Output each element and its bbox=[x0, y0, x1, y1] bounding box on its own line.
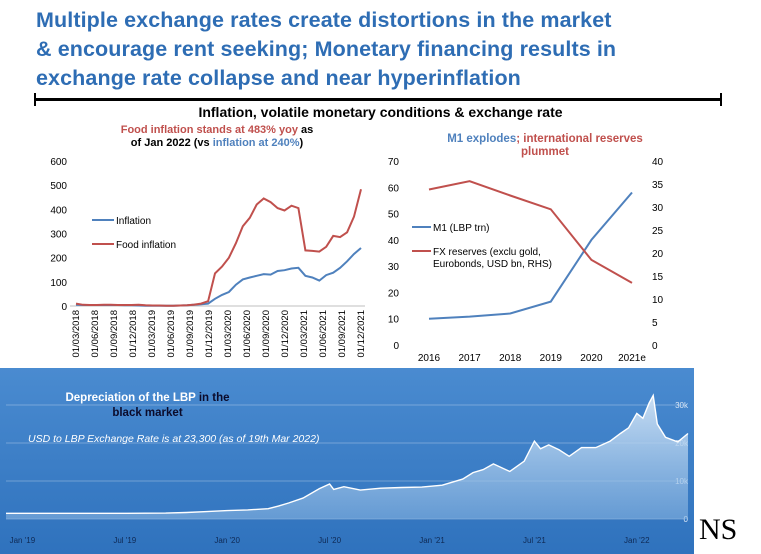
annotation-m1-text: M1 explodes bbox=[447, 133, 517, 145]
x-tick-label: 01/12/2018 bbox=[128, 310, 139, 358]
x-tick-label: 2021e bbox=[618, 353, 646, 364]
x-tick-label: Jan '22 bbox=[624, 536, 650, 545]
annotation-date-text: of Jan 2022 (vs bbox=[130, 137, 213, 149]
x-tick-label: 01/03/2019 bbox=[147, 310, 158, 358]
left-y-tick-label: 40 bbox=[388, 236, 400, 247]
x-tick-label: 01/06/2019 bbox=[166, 310, 177, 358]
m1-annotation: M1 explodes; international reserves plum… bbox=[395, 133, 695, 159]
x-tick-label: Jan '21 bbox=[419, 536, 445, 545]
exchange-rate-area bbox=[6, 395, 688, 519]
x-tick-label: 01/09/2018 bbox=[109, 310, 120, 358]
m1-reserves-chart: 0 10 20 30 40 50 60 70 0 5 10 15 20 25 30 35 40 2016 2017 2… bbox=[388, 157, 664, 364]
legend-label-0: Inflation bbox=[116, 216, 151, 227]
lbp-chart-title: Depreciation of the LBP in the black mar… bbox=[40, 391, 255, 421]
title-line-1: Multiple exchange rates create distortio… bbox=[36, 8, 612, 32]
left-y-tick-label: 20 bbox=[388, 288, 400, 299]
lbp-title-black-market: black market bbox=[112, 407, 183, 419]
legend-label-0: M1 (LBP trn) bbox=[433, 223, 490, 234]
section-subtitle: Inflation, volatile monetary conditions … bbox=[198, 104, 563, 120]
right-y-tick-label: 5 bbox=[652, 318, 658, 329]
series-line-1 bbox=[75, 189, 362, 307]
annotation-reserves-text: ; international reserves bbox=[516, 133, 643, 145]
left-y-tick-label: 70 bbox=[388, 157, 400, 168]
x-tick-label: 2017 bbox=[458, 353, 481, 364]
right-y-tick-label: 40 bbox=[652, 157, 664, 168]
annotation-food-text: Food inflation stands at 483% yoy bbox=[120, 124, 298, 136]
x-tick-label: 01/03/2021 bbox=[299, 310, 310, 358]
x-tick-label: 01/09/2021 bbox=[337, 310, 348, 358]
author-initials: NS bbox=[699, 513, 738, 546]
left-y-tick-label: 10 bbox=[388, 315, 400, 326]
x-tick-label: 01/06/2021 bbox=[318, 310, 329, 358]
lbp-rate-note: USD to LBP Exchange Rate is at 23,300 (a… bbox=[28, 433, 320, 445]
x-tick-label: 01/12/2019 bbox=[204, 310, 215, 358]
annotation-plummet-text: plummet bbox=[521, 146, 569, 158]
right-y-tick-label: 20 bbox=[652, 249, 664, 260]
y-tick-label: 0 bbox=[684, 515, 689, 524]
left-y-tick-label: 30 bbox=[388, 262, 400, 273]
series-line-0 bbox=[428, 191, 633, 320]
right-y-tick-label: 15 bbox=[652, 272, 664, 283]
x-tick-label: 01/06/2018 bbox=[90, 310, 101, 358]
x-tick-label: 01/06/2020 bbox=[242, 310, 253, 358]
x-tick-label: 2020 bbox=[580, 353, 603, 364]
x-tick-label: Jul '20 bbox=[318, 536, 341, 545]
x-tick-label: Jan '19 bbox=[10, 536, 36, 545]
divider-cap-right bbox=[720, 93, 722, 106]
divider-cap-left bbox=[34, 93, 36, 106]
y-tick-label: 500 bbox=[50, 181, 67, 192]
exchange-rate-line bbox=[6, 393, 689, 515]
x-tick-label: 01/03/2018 bbox=[71, 310, 82, 358]
series-line-0 bbox=[75, 247, 362, 307]
x-tick-label: 01/09/2019 bbox=[185, 310, 196, 358]
slide-title: Multiple exchange rates create distortio… bbox=[36, 6, 751, 93]
inflation-chart: 0 100 200 300 400 500 600 01/03/2018 01/06/2018 0… bbox=[50, 157, 367, 358]
x-tick-label: 01/12/2021 bbox=[356, 310, 367, 358]
series-line-1 bbox=[428, 180, 633, 284]
x-tick-label: 01/12/2020 bbox=[280, 310, 291, 358]
title-line-3: exchange rate collapse and near hyperinf… bbox=[36, 66, 521, 90]
lbp-title-main: Depreciation of the LBP bbox=[65, 392, 196, 404]
y-tick-label: 600 bbox=[50, 157, 67, 168]
left-y-tick-label: 50 bbox=[388, 210, 400, 221]
right-y-tick-label: 10 bbox=[652, 295, 664, 306]
annotation-close-text: ) bbox=[299, 137, 304, 149]
legend-label-1: FX reserves (exclu gold, Eurobonds, USD b… bbox=[433, 247, 552, 270]
y-tick-label: 400 bbox=[50, 205, 67, 216]
lbp-title-in-the: in the bbox=[195, 392, 230, 404]
legend-label-1: Food inflation bbox=[116, 240, 176, 251]
x-tick-label: Jan '20 bbox=[214, 536, 240, 545]
annotation-as-text: as bbox=[297, 124, 314, 136]
x-tick-label: 2016 bbox=[418, 353, 441, 364]
x-tick-label: 01/09/2020 bbox=[261, 310, 272, 358]
title-line-2: & encourage rent seeking; Monetary finan… bbox=[36, 37, 617, 61]
y-tick-label: 200 bbox=[50, 254, 67, 265]
right-y-tick-label: 25 bbox=[652, 226, 664, 237]
y-tick-label: 0 bbox=[61, 302, 67, 313]
annotation-inflation-text: inflation at 240% bbox=[212, 137, 300, 149]
food-inflation-annotation: Food inflation stands at 483% yoy as of … bbox=[82, 124, 352, 150]
left-y-tick-label: 0 bbox=[393, 341, 399, 352]
y-tick-label: 100 bbox=[50, 278, 67, 289]
x-tick-label: Jul '19 bbox=[113, 536, 136, 545]
x-tick-label: 01/03/2020 bbox=[223, 310, 234, 358]
right-y-tick-label: 30 bbox=[652, 203, 664, 214]
x-tick-label: Jul '21 bbox=[523, 536, 546, 545]
title-divider bbox=[34, 98, 722, 101]
y-tick-label: 30k bbox=[675, 401, 689, 410]
x-tick-label: 2018 bbox=[499, 353, 522, 364]
right-y-tick-label: 35 bbox=[652, 180, 664, 191]
x-tick-label: 2019 bbox=[540, 353, 563, 364]
left-y-tick-label: 60 bbox=[388, 183, 400, 194]
y-tick-label: 300 bbox=[50, 230, 67, 241]
right-y-tick-label: 0 bbox=[652, 341, 658, 352]
